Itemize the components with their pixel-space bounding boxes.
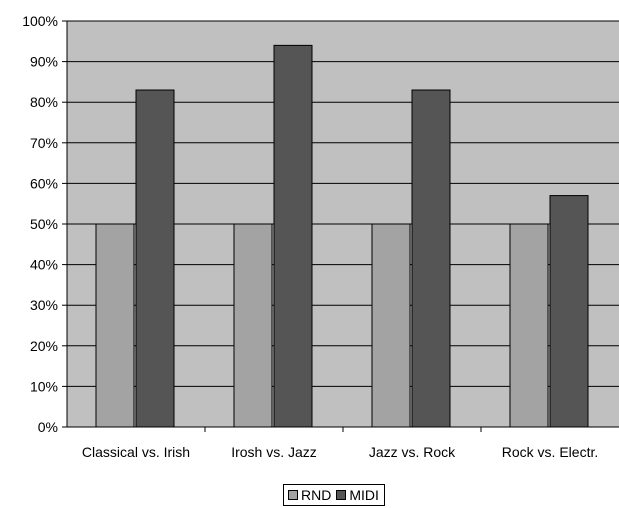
bars <box>95 44 589 428</box>
x-tick-label: Classical vs. Irish <box>82 444 190 460</box>
legend-label-midi: MIDI <box>349 487 379 503</box>
x-tick-label: Rock vs. Electr. <box>502 444 598 460</box>
bar-midi-0 <box>135 89 175 428</box>
bar-midi-3 <box>549 195 589 428</box>
bar-rnd-3 <box>509 223 549 428</box>
y-tick-label: 20% <box>30 338 58 354</box>
x-tick-label: Jazz vs. Rock <box>369 444 456 460</box>
y-axis-ticks: 0% 10% 20% 30% 40% 50% 60% 70% 80% 90% 100% <box>22 13 67 435</box>
y-tick-label: 10% <box>30 378 58 394</box>
y-tick-label: 70% <box>30 135 58 151</box>
legend-swatch-rnd <box>288 490 298 500</box>
x-tick-label: Irosh vs. Jazz <box>231 444 317 460</box>
legend-label-rnd: RND <box>301 487 332 503</box>
y-tick-label: 0% <box>38 419 58 435</box>
y-tick-label: 80% <box>30 94 58 110</box>
legend: RND MIDI <box>283 484 385 506</box>
bar-midi-1 <box>273 44 313 428</box>
y-tick-label: 50% <box>30 216 58 232</box>
legend-item-rnd: RND <box>288 487 331 503</box>
y-tick-label: 100% <box>22 13 58 29</box>
x-axis-ticks: Classical vs. Irish Irosh vs. Jazz Jazz vs… <box>82 427 598 460</box>
y-tick-label: 30% <box>30 297 58 313</box>
bar-rnd-1 <box>233 223 273 428</box>
bar-midi-2 <box>411 89 451 428</box>
bar-rnd-0 <box>95 223 135 428</box>
y-tick-label: 90% <box>30 54 58 70</box>
legend-swatch-midi <box>336 490 347 500</box>
bar-rnd-2 <box>371 223 411 428</box>
y-tick-label: 40% <box>30 257 58 273</box>
legend-item-midi: MIDI <box>336 487 379 503</box>
y-tick-label: 60% <box>30 175 58 191</box>
